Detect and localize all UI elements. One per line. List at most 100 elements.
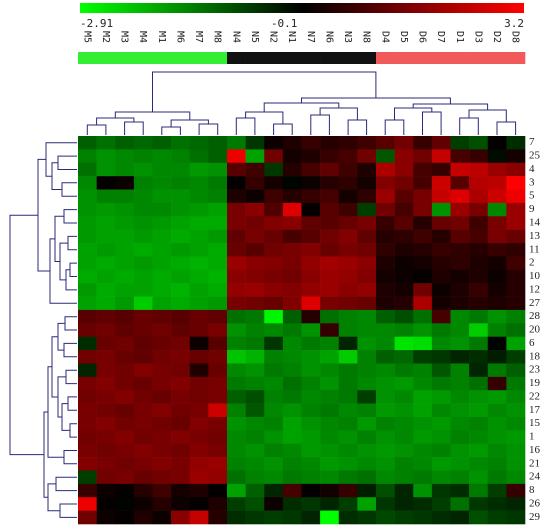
- heatmap-cell: [96, 243, 116, 257]
- heatmap-cell: [450, 323, 470, 337]
- heatmap-cell: [227, 149, 246, 164]
- heatmap-cell: [450, 416, 470, 431]
- heatmap-cell: [78, 256, 97, 271]
- heatmap-cell: [208, 283, 228, 297]
- heatmap-cell: [357, 430, 377, 445]
- heatmap-cell: [487, 296, 507, 311]
- colorbar-tick-label: -0.1: [271, 17, 298, 30]
- row-label: 10: [529, 270, 541, 282]
- heatmap-cell: [394, 202, 414, 217]
- heatmap-cell: [376, 443, 395, 458]
- heatmap-cell: [413, 216, 433, 230]
- heatmap-cell: [282, 283, 302, 297]
- heatmap-cell: [450, 430, 470, 445]
- heatmap-cell: [133, 376, 153, 391]
- heatmap-cell: [338, 149, 358, 164]
- heatmap-cell: [320, 202, 340, 217]
- heatmap-cell: [245, 497, 265, 511]
- heatmap-cell: [227, 443, 246, 458]
- heatmap-cell: [469, 256, 489, 271]
- row-label: 7: [529, 136, 535, 148]
- heatmap-cell: [133, 443, 153, 458]
- heatmap-cell: [469, 229, 489, 244]
- heatmap-cell: [189, 176, 209, 190]
- heatmap-cell: [282, 309, 302, 324]
- heatmap-cell: [506, 269, 526, 284]
- colorbar: [80, 3, 524, 13]
- heatmap-cell: [431, 176, 451, 190]
- heatmap-cell: [245, 309, 265, 324]
- heatmap-cell: [115, 416, 135, 431]
- heatmap-cell: [413, 149, 433, 164]
- heatmap-cell: [338, 470, 358, 485]
- group-bar: [227, 52, 246, 64]
- heatmap-cell: [394, 283, 414, 297]
- heatmap-cell: [469, 189, 489, 204]
- heatmap-cell: [152, 229, 172, 244]
- heatmap-cell: [487, 243, 507, 257]
- heatmap-cell: [357, 443, 377, 458]
- heatmap-cell: [96, 202, 116, 217]
- heatmap-cell: [301, 497, 321, 511]
- heatmap-cell: [431, 256, 451, 271]
- heatmap-cell: [450, 350, 470, 364]
- heatmap-cell: [171, 162, 191, 177]
- heatmap-cell: [78, 510, 97, 525]
- heatmap-cell: [413, 162, 433, 177]
- row-label: 28: [529, 310, 541, 322]
- heatmap-cell: [320, 403, 340, 418]
- heatmap-cell: [96, 136, 116, 150]
- row-label: 18: [529, 350, 541, 362]
- heatmap-cell: [96, 336, 116, 351]
- heatmap-cell: [394, 296, 414, 311]
- heatmap-cell: [264, 323, 284, 337]
- heatmap-cell: [282, 363, 302, 378]
- heatmap-cell: [450, 243, 470, 257]
- heatmap-cell: [245, 176, 265, 190]
- heatmap-cell: [245, 470, 265, 485]
- heatmap-cell: [152, 162, 172, 177]
- heatmap-cell: [189, 416, 209, 431]
- heatmap-cell: [78, 470, 97, 485]
- heatmap-cell: [487, 483, 507, 498]
- heatmap-cell: [115, 296, 135, 311]
- heatmap-cell: [357, 256, 377, 271]
- heatmap-cell: [431, 149, 451, 164]
- row-label: 9: [529, 203, 535, 215]
- heatmap-cell: [450, 176, 470, 190]
- heatmap-cell: [78, 336, 97, 351]
- heatmap-cell: [413, 483, 433, 498]
- heatmap-cell: [115, 390, 135, 404]
- heatmap-cell: [431, 309, 451, 324]
- heatmap-cell: [431, 376, 451, 391]
- heatmap-cell: [469, 403, 489, 418]
- heatmap-cell: [431, 283, 451, 297]
- heatmap-cell: [264, 483, 284, 498]
- heatmap-cell: [171, 457, 191, 471]
- heatmap-cell: [469, 483, 489, 498]
- heatmap-cell: [133, 470, 153, 485]
- heatmap-cell: [96, 416, 116, 431]
- heatmap-cell: [338, 457, 358, 471]
- heatmap-cell: [189, 323, 209, 337]
- group-bar: [487, 52, 507, 64]
- group-bar: [152, 52, 172, 64]
- heatmap-cell: [320, 323, 340, 337]
- heatmap-cell: [506, 497, 526, 511]
- heatmap-cell: [413, 202, 433, 217]
- heatmap-cell: [133, 336, 153, 351]
- heatmap-cell: [189, 363, 209, 378]
- heatmap-cell: [376, 497, 395, 511]
- column-label: D7: [435, 31, 446, 43]
- heatmap-cell: [282, 483, 302, 498]
- heatmap-cell: [96, 403, 116, 418]
- heatmap-cell: [487, 176, 507, 190]
- heatmap-cell: [376, 202, 395, 217]
- heatmap-cell: [450, 136, 470, 150]
- heatmap-cell: [227, 497, 246, 511]
- heatmap-cell: [78, 283, 97, 297]
- heatmap-cell: [357, 483, 377, 498]
- heatmap-cell: [320, 390, 340, 404]
- heatmap-cell: [394, 457, 414, 471]
- heatmap-cell: [376, 430, 395, 445]
